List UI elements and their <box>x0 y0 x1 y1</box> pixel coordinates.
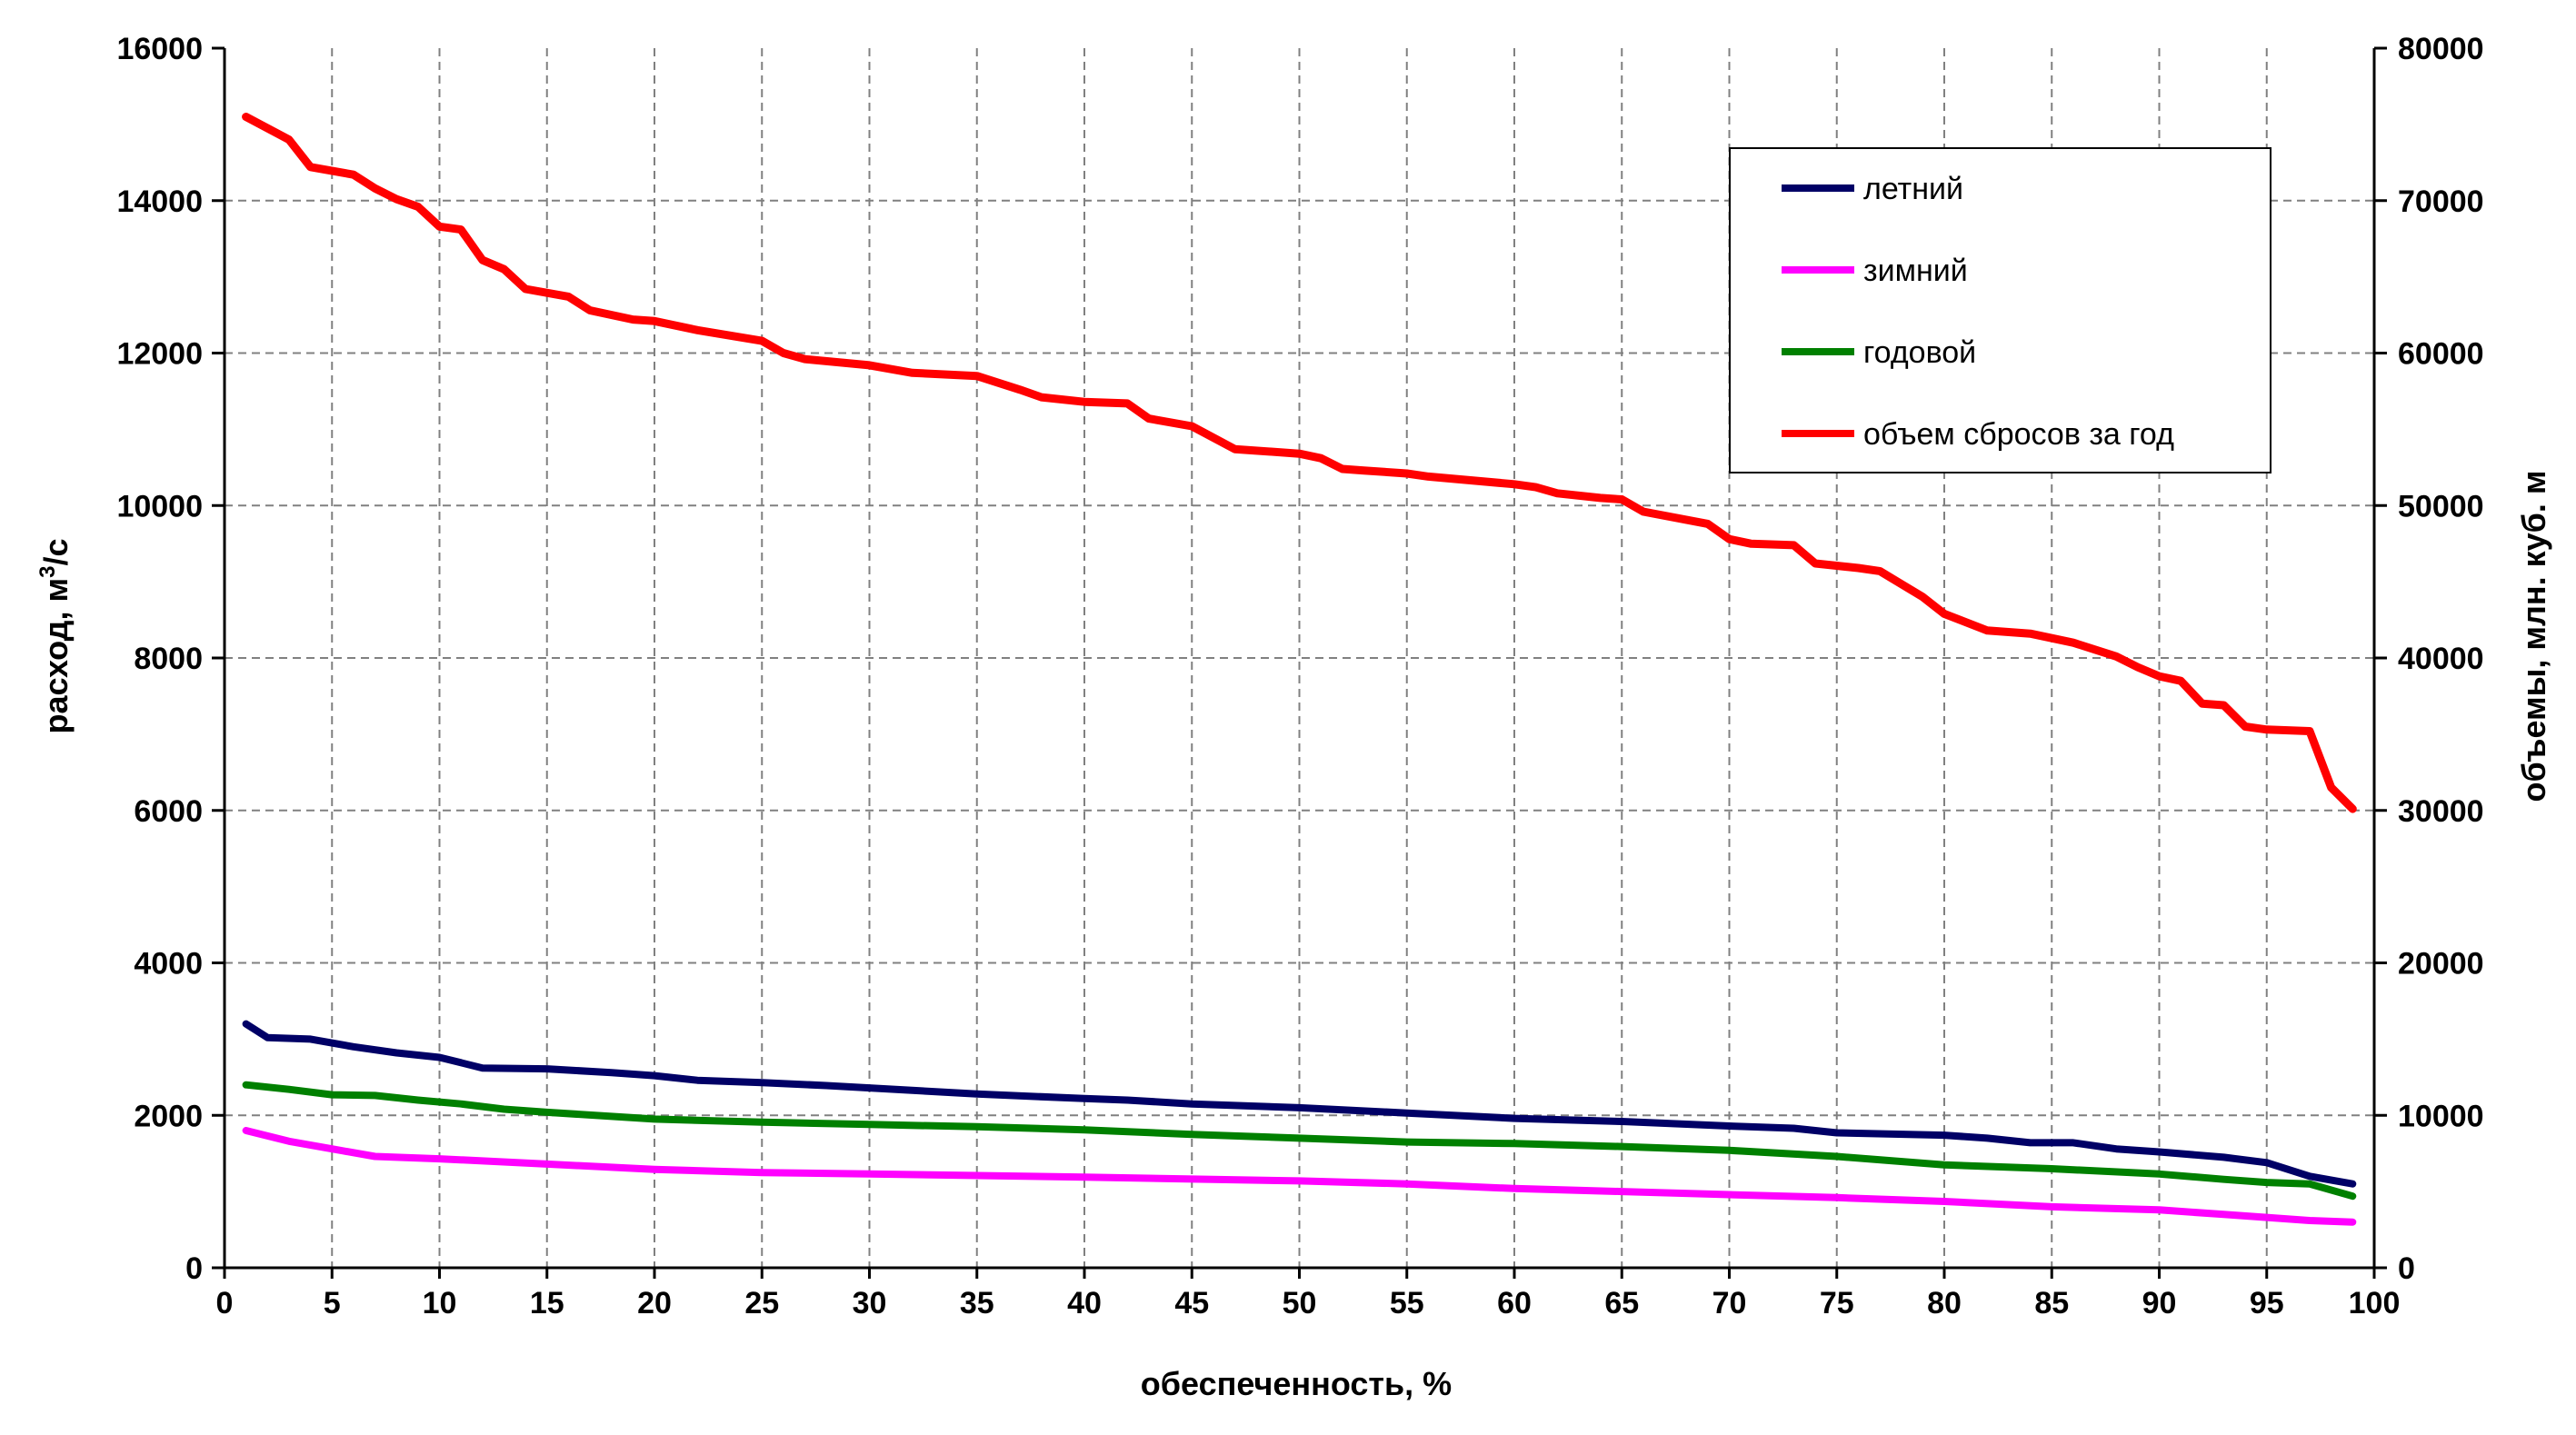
y-left-tick-label: 0 <box>185 1251 203 1286</box>
x-tick-label: 55 <box>1390 1286 1424 1320</box>
y-right-tick-labels: 0 10000 20000 30000 40000 50000 60000 70000 8000… <box>2398 32 2484 1286</box>
x-tick-label: 25 <box>744 1286 779 1320</box>
axes <box>212 46 2387 1279</box>
x-tick-label: 50 <box>1283 1286 1317 1320</box>
y-right-tick-label: 50000 <box>2398 489 2484 523</box>
series-line-000066 <box>242 1020 2357 1188</box>
series-line-volume <box>242 113 2357 813</box>
y-right-tick-label: 70000 <box>2398 184 2484 219</box>
y-left-tick-label: 2000 <box>134 1099 203 1133</box>
x-tick-label: 60 <box>1497 1286 1532 1320</box>
x-tick-labels: 0 5 10 15 20 25 30 35 40 45 50 55 60 65 70 75 80 85 90 95 10… <box>216 1286 2401 1320</box>
x-tick-label: 10 <box>423 1286 457 1320</box>
x-tick-label: 80 <box>1927 1286 1962 1320</box>
x-tick-label: 30 <box>853 1286 887 1320</box>
legend-label: зимний <box>1863 254 1968 288</box>
x-tick-label: 100 <box>2349 1286 2401 1320</box>
y-left-tick-label: 6000 <box>134 794 203 829</box>
x-tick-label: 35 <box>960 1286 994 1320</box>
x-tick-label: 70 <box>1712 1286 1747 1320</box>
legend-box <box>1729 147 2271 473</box>
y-right-tick-label: 80000 <box>2398 32 2484 66</box>
x-tick-label: 45 <box>1174 1286 1209 1320</box>
x-tick-label: 90 <box>2142 1286 2177 1320</box>
legend: летний зимний годовой объем сбросов за год <box>1729 147 2271 473</box>
y-left-title-tail: /с <box>37 538 75 565</box>
y-right-tick-label: 0 <box>2398 1251 2415 1286</box>
x-tick-label: 15 <box>530 1286 564 1320</box>
x-tick-label: 95 <box>2250 1286 2284 1320</box>
x-tick-label: 75 <box>1820 1286 1854 1320</box>
legend-label: объем сбросов за год <box>1863 417 2174 452</box>
x-tick-label: 40 <box>1067 1286 1102 1320</box>
x-tick-label: 5 <box>324 1286 341 1320</box>
y-right-tick-label: 10000 <box>2398 1099 2484 1133</box>
x-axis-title: обеспеченность, % <box>1141 1365 1452 1402</box>
series-lines <box>242 113 2357 1226</box>
y-left-axis-title: расход, м3/с <box>35 538 75 733</box>
legend-label: годовой <box>1863 335 1976 370</box>
legend-label: летний <box>1863 172 1963 206</box>
y-right-tick-label: 60000 <box>2398 337 2484 372</box>
y-left-tick-label: 10000 <box>116 489 203 523</box>
y-right-tick-label: 30000 <box>2398 794 2484 829</box>
y-left-tick-label: 14000 <box>116 184 203 219</box>
y-left-tick-label: 12000 <box>116 337 203 372</box>
y-left-tick-label: 8000 <box>134 642 203 676</box>
series-line-ff00ff <box>242 1127 2357 1226</box>
y-left-tick-labels: 0 2000 4000 6000 8000 10000 12000 14000 16000 <box>116 32 203 1286</box>
y-right-tick-label: 40000 <box>2398 642 2484 676</box>
x-tick-label: 85 <box>2034 1286 2069 1320</box>
x-tick-label: 0 <box>216 1286 234 1320</box>
y-left-tick-label: 16000 <box>116 32 203 66</box>
y-left-tick-label: 4000 <box>134 947 203 982</box>
y-right-tick-label: 20000 <box>2398 947 2484 982</box>
x-tick-label: 20 <box>637 1286 672 1320</box>
x-tick-label: 65 <box>1604 1286 1639 1320</box>
y-right-axis-title: объемы, млн. куб. м <box>2515 470 2552 802</box>
y-left-title-base: расход, м <box>37 578 75 734</box>
y-left-title-sup: 3 <box>35 565 60 577</box>
series-line-008000 <box>242 1081 2357 1201</box>
